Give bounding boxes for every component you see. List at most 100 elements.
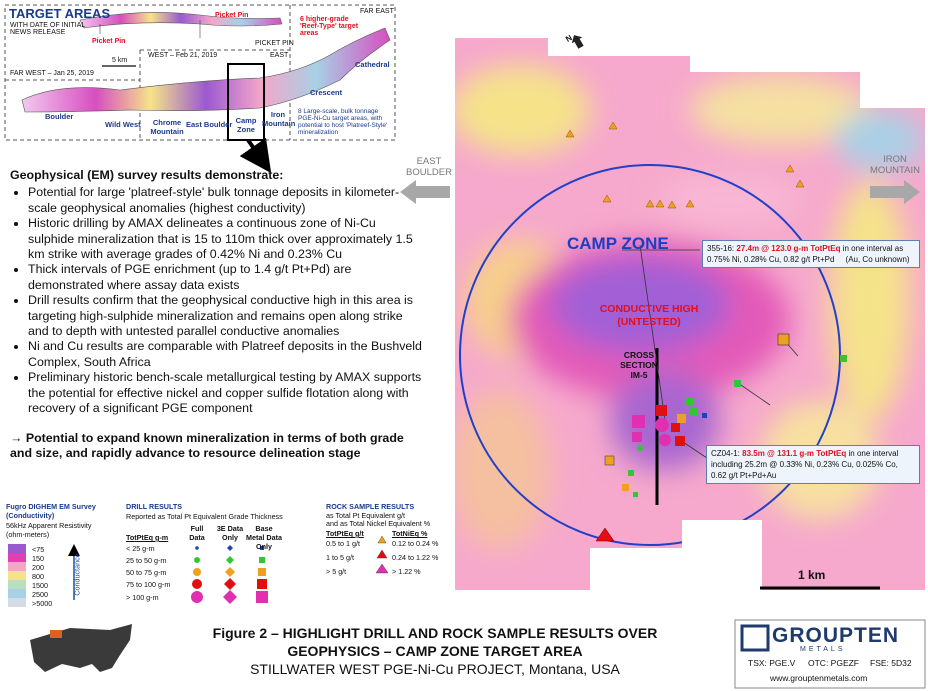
legend-subtitle: and as Total Nickel Equivalent %: [326, 519, 431, 528]
inset-scale: 5 km: [112, 57, 128, 64]
logo-mark: [740, 624, 770, 652]
ticker: OTC: PGEZF: [808, 658, 859, 668]
legend-header: 3E Data Only: [216, 524, 244, 542]
section-line: IM-5: [630, 370, 648, 380]
usa-locator: [30, 624, 132, 672]
direction-label: EAST BOULDER: [406, 156, 452, 178]
hole-id: CZ04-1:: [711, 449, 740, 458]
caption: STILLWATER WEST PGE-Ni-Cu PROJECT, Monta…: [250, 661, 620, 677]
callout: CZ04-1: 83.5m @ 131.1 g-m TotPtEq in one…: [706, 445, 920, 484]
callout: 355-16: 27.4m @ 123.0 g-m TotPtEq in one…: [702, 240, 920, 268]
legend-title: ROCK SAMPLE RESULTS: [326, 502, 415, 511]
legend-class: 2500: [32, 590, 48, 599]
inset-label: Picket Pin: [92, 38, 126, 45]
hole-id: 355-16:: [707, 244, 735, 253]
arrow-right: [870, 180, 920, 204]
inset-label: Cathedral: [355, 60, 390, 69]
legend-class: 200: [32, 563, 44, 572]
inset-label: Wild West: [105, 120, 141, 129]
drill-legend-symbols: [191, 545, 268, 604]
bullet: Drill results confirm that the geophysic…: [28, 293, 422, 339]
zone-label: CAMP ZONE: [567, 234, 669, 253]
logo-sub: METALS: [800, 646, 846, 653]
legend-title: Fugro DIGHEM EM Survey: [6, 502, 96, 511]
inset-title: TARGET AREAS: [9, 6, 111, 21]
inset-label: East Boulder: [186, 120, 233, 129]
section-line: SECTION: [620, 360, 658, 370]
arrow-left: [400, 180, 450, 204]
drill-markers: [604, 244, 847, 497]
inset-label: Picket Pin: [215, 12, 249, 19]
bullet-list: Potential for large 'platreef-style' bul…: [10, 185, 422, 416]
anomaly-line: (UNTESTED): [617, 316, 681, 328]
legend-header: Full Data: [189, 524, 205, 542]
inset-label: WEST – Feb 21, 2019: [148, 52, 218, 59]
section-label: CROSS SECTION IM-5: [614, 350, 664, 380]
inset-label: PICKET PIN: [255, 40, 294, 47]
legend-class: 1500: [32, 581, 48, 590]
legend-header: TotPtEq g-m: [126, 533, 169, 542]
inset-note: 6 higher-grade 'Reef-Type' target areas: [300, 16, 359, 37]
inset-label: FAR WEST – Jan 25, 2019: [10, 70, 94, 77]
bullet: Ni and Cu results are comparable with Pl…: [28, 339, 422, 370]
bullet: Historic drilling by AMAX delineates a c…: [28, 216, 422, 262]
legend-row: 1 to 5 g/t: [326, 553, 354, 562]
hole-highlight: 27.4m @ 123.0 g-m TotPtEq: [736, 244, 841, 253]
bullet: Potential for large 'platreef-style' bul…: [28, 185, 422, 216]
legend-row: 0.5 to 1 g/t: [326, 539, 360, 548]
legend-title: DRILL RESULTS: [126, 502, 183, 511]
legend-units: (ohm-meters): [6, 530, 50, 539]
legend-row: 25 to 50 g-m: [126, 556, 167, 565]
inset-note: 8 Large-scale, bulk tonnage PGE-Ni-Cu ta…: [298, 108, 388, 136]
em-legend-swatches: [8, 544, 80, 607]
text-block: Geophysical (EM) survey results demonstr…: [10, 168, 422, 461]
legend-class: 800: [32, 572, 44, 581]
ticker: FSE: 5D32: [870, 658, 912, 668]
inset-label: Iron Mountain: [262, 110, 296, 128]
north-arrow: [571, 35, 584, 49]
legend-header: TotNiEq %: [392, 529, 428, 538]
hole-highlight: 83.5m @ 131.1 g-m TotPtEq: [742, 449, 847, 458]
scale-label: 1 km: [798, 568, 826, 582]
legend-row: 75 to 100 g-m: [126, 580, 171, 589]
legend-subtitle: (Conductivity): [6, 511, 55, 520]
legend-row: > 100 g-m: [126, 593, 159, 602]
inset-label: FAR EAST: [360, 8, 394, 15]
legend-row: > 5 g/t: [326, 567, 347, 576]
inset-label: Boulder: [45, 112, 74, 121]
legend-row: 50 to 75 g-m: [126, 568, 167, 577]
rock-markers: [565, 121, 805, 542]
legend-axis: Conductance: [72, 553, 82, 596]
conclusion: → Potential to expand known mineralizati…: [10, 430, 404, 460]
logo-name: GROUPTEN: [772, 624, 900, 647]
hole-text: in one interval as 0.75% Ni, 0.28% Cu, 0…: [707, 244, 910, 264]
rock-legend-symbols: [375, 535, 389, 574]
legend-class: 150: [32, 554, 44, 563]
caption: GEOPHYSICS – CAMP ZONE TARGET AREA: [287, 643, 583, 659]
legend-row: > 1.22 %: [392, 567, 421, 576]
inset-label: Chrome Mountain: [150, 118, 184, 136]
inset-label: Crescent: [310, 88, 343, 97]
legend-row: 0.24 to 1.22 %: [392, 553, 439, 562]
inset-map: [4, 4, 396, 174]
bullet: Thick intervals of PGE enrichment (up to…: [28, 262, 422, 293]
section-line: CROSS: [623, 350, 655, 360]
legend-subtitle: as Total Pt Equivalent g/t: [326, 511, 405, 520]
heading: Geophysical (EM) survey results demonstr…: [10, 168, 284, 182]
ticker: TSX: PGE.V: [748, 658, 796, 668]
legend-row: < 25 g-m: [126, 544, 155, 553]
logo-url: www.grouptenmetals.com: [770, 673, 868, 683]
bullet: Preliminary historic bench-scale metallu…: [28, 370, 422, 416]
legend-units: 56kHz Apparent Resistivity: [6, 521, 92, 530]
hole-text: in one interval including 25.2m @ 0.33% …: [711, 449, 899, 480]
anomaly-label: CONDUCTIVE HIGH (UNTESTED): [584, 303, 714, 329]
legend-header: Base Metal Data Only: [246, 524, 282, 551]
legend-header: TotPtEq g/t: [326, 529, 364, 538]
legend-class: <75: [32, 545, 45, 554]
legend-row: 0.12 to 0.24 %: [392, 539, 439, 548]
anomaly-line: CONDUCTIVE HIGH: [599, 303, 699, 315]
legend-subtitle: Reported as Total Pt Equivalent Grade Th…: [126, 512, 283, 521]
direction-label: IRON MOUNTAIN: [870, 154, 920, 176]
